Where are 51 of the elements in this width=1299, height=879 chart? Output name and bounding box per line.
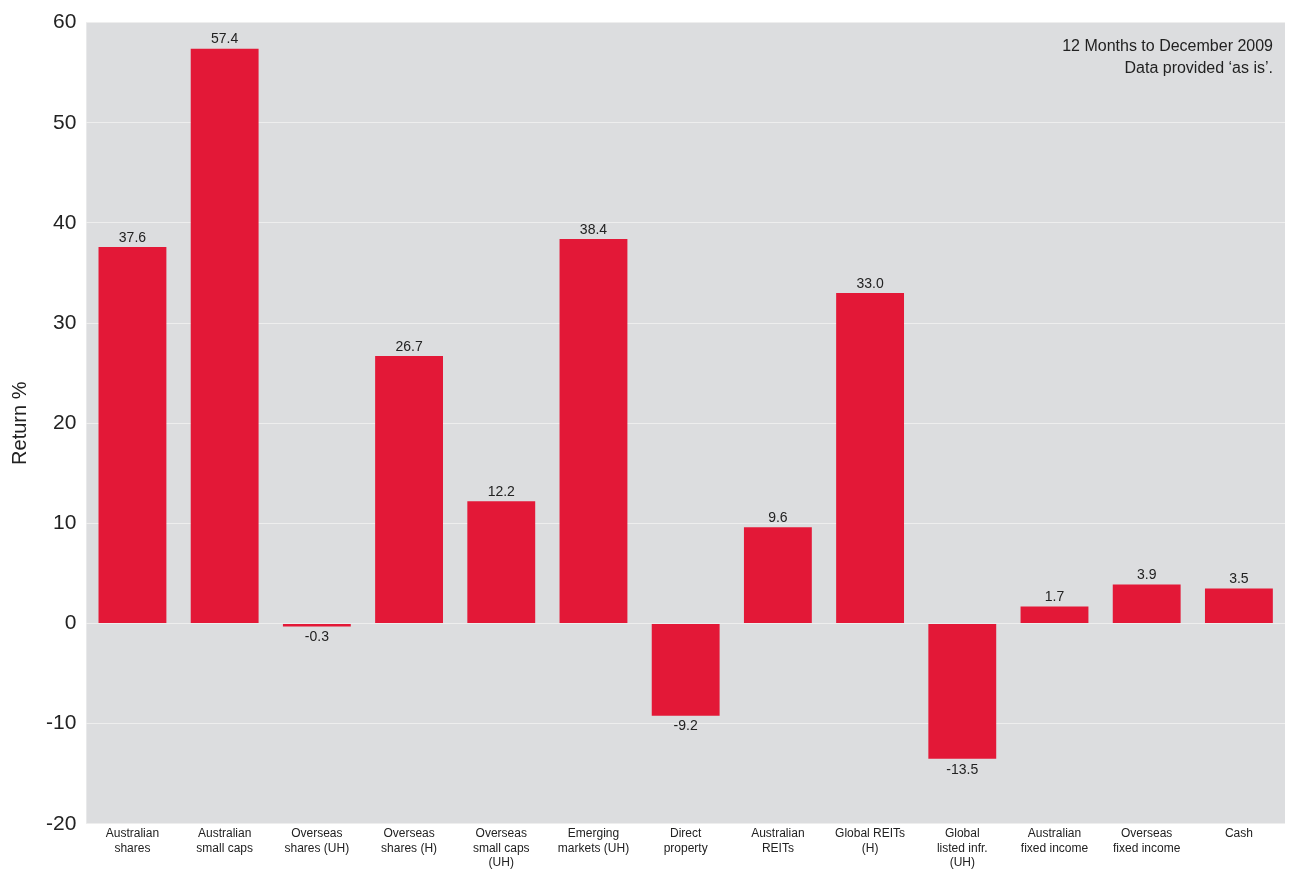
bar bbox=[190, 48, 259, 623]
y-tick-label: 30 bbox=[52, 309, 77, 333]
x-tick-label: Global listed infr. (UH) bbox=[936, 826, 988, 870]
data-label: 57.4 bbox=[211, 30, 239, 47]
x-tick-label: Cash bbox=[1224, 826, 1253, 841]
data-label: 26.7 bbox=[395, 337, 423, 354]
x-tick-label: Overseas small caps (UH) bbox=[472, 826, 530, 870]
bar bbox=[1020, 606, 1089, 623]
y-tick-label: 60 bbox=[52, 9, 77, 33]
y-tick-label: -10 bbox=[45, 710, 77, 734]
bar bbox=[375, 356, 443, 623]
data-label: 3.9 bbox=[1136, 566, 1157, 583]
bar bbox=[98, 246, 167, 623]
x-tick-label: Overseas shares (H) bbox=[381, 826, 438, 855]
bar bbox=[1112, 584, 1181, 623]
bar bbox=[282, 624, 351, 627]
bar bbox=[559, 238, 628, 623]
data-label: -13.5 bbox=[946, 760, 979, 777]
bar bbox=[743, 527, 812, 623]
data-label: 9.6 bbox=[768, 509, 788, 526]
bar bbox=[651, 624, 720, 716]
data-label: 37.6 bbox=[118, 228, 147, 245]
data-label: 3.5 bbox=[1229, 570, 1249, 587]
annotation: Data provided ‘as is’. bbox=[1124, 59, 1273, 77]
data-label: 38.4 bbox=[579, 220, 608, 237]
x-tick-label: Overseas fixed income bbox=[1113, 826, 1181, 855]
bar bbox=[836, 293, 905, 623]
data-label: 1.7 bbox=[1044, 588, 1065, 605]
y-tick-label: 40 bbox=[52, 209, 77, 233]
y-axis-title: Return % bbox=[7, 381, 30, 465]
data-label: -0.3 bbox=[304, 628, 330, 645]
y-tick-label: 50 bbox=[52, 109, 77, 133]
data-label: 33.0 bbox=[856, 274, 884, 291]
x-tick-label: Global REITs (H) bbox=[835, 826, 906, 855]
bar bbox=[467, 501, 536, 623]
x-tick-label: Direct property bbox=[663, 826, 708, 855]
data-label: 12.2 bbox=[487, 483, 516, 500]
annotation: 12 Months to December 2009 bbox=[1062, 37, 1274, 55]
bar bbox=[1204, 588, 1273, 623]
x-tick-label: Australian REITs bbox=[751, 826, 805, 855]
x-tick-label: Overseas shares (UH) bbox=[284, 826, 350, 855]
bar bbox=[928, 624, 997, 759]
x-tick-label: Emerging markets (UH) bbox=[557, 826, 630, 855]
y-tick-label: 20 bbox=[52, 410, 77, 433]
y-tick-label: -20 bbox=[45, 810, 77, 834]
x-tick-label: Australian small caps bbox=[196, 826, 253, 855]
x-tick-label: Australian fixed income bbox=[1020, 826, 1089, 855]
y-tick-label: 0 bbox=[64, 610, 77, 634]
y-tick-label: 10 bbox=[52, 510, 77, 534]
x-tick-label: Australian shares bbox=[105, 826, 160, 855]
data-label: -9.2 bbox=[673, 717, 698, 734]
